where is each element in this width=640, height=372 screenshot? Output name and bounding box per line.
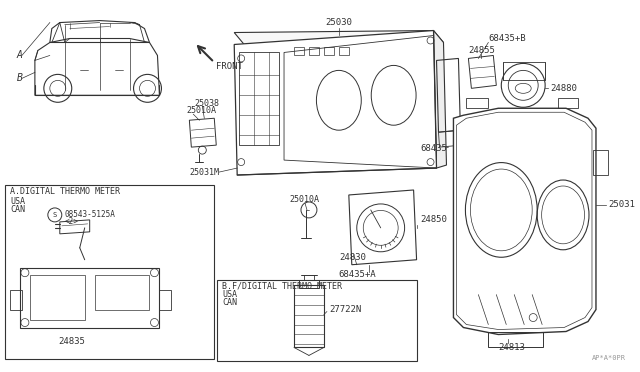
Bar bbox=[294, 48, 304, 55]
Text: S: S bbox=[52, 212, 57, 218]
Polygon shape bbox=[234, 31, 444, 45]
Polygon shape bbox=[294, 285, 324, 347]
Bar bbox=[30, 275, 84, 320]
Bar bbox=[217, 280, 417, 362]
Text: 24850: 24850 bbox=[420, 215, 447, 224]
Text: 08543-5125A: 08543-5125A bbox=[65, 211, 116, 219]
Text: USA: USA bbox=[10, 198, 25, 206]
Text: 25038: 25038 bbox=[195, 99, 220, 108]
Text: B.F/DIGITAL THERMO METER: B.F/DIGITAL THERMO METER bbox=[222, 281, 342, 290]
Text: 68435+A: 68435+A bbox=[339, 270, 376, 279]
Text: 25030: 25030 bbox=[325, 18, 352, 27]
Text: <2>: <2> bbox=[65, 217, 79, 227]
Bar bbox=[503, 62, 545, 80]
Text: 25031M: 25031M bbox=[189, 167, 220, 177]
Polygon shape bbox=[454, 108, 596, 334]
Polygon shape bbox=[20, 268, 159, 327]
Polygon shape bbox=[234, 31, 436, 175]
Text: CAN: CAN bbox=[222, 298, 237, 307]
Text: A.DIGITAL THERMO METER: A.DIGITAL THERMO METER bbox=[10, 187, 120, 196]
Text: 25031: 25031 bbox=[608, 201, 635, 209]
Bar bbox=[95, 275, 150, 310]
Text: 25010A: 25010A bbox=[289, 195, 319, 205]
Text: 68435: 68435 bbox=[420, 144, 447, 153]
Text: B: B bbox=[17, 73, 23, 83]
Text: USA: USA bbox=[222, 290, 237, 299]
Text: FRONT: FRONT bbox=[216, 62, 243, 71]
Text: CAN: CAN bbox=[10, 205, 25, 214]
Text: 25010A: 25010A bbox=[186, 106, 216, 115]
Bar bbox=[339, 48, 349, 55]
Bar bbox=[324, 48, 334, 55]
Text: AP*A*0PR: AP*A*0PR bbox=[592, 355, 626, 362]
Text: 24835: 24835 bbox=[58, 337, 85, 346]
Text: 24880: 24880 bbox=[550, 84, 577, 93]
Text: A: A bbox=[17, 51, 23, 60]
Polygon shape bbox=[433, 31, 447, 168]
Bar bbox=[309, 48, 319, 55]
Text: 24813: 24813 bbox=[499, 343, 525, 352]
Bar bbox=[5, 185, 214, 359]
Text: 27722N: 27722N bbox=[329, 305, 361, 314]
Text: 24830: 24830 bbox=[339, 253, 365, 262]
Text: 24855: 24855 bbox=[468, 46, 495, 55]
Text: 68435+B: 68435+B bbox=[488, 34, 526, 43]
